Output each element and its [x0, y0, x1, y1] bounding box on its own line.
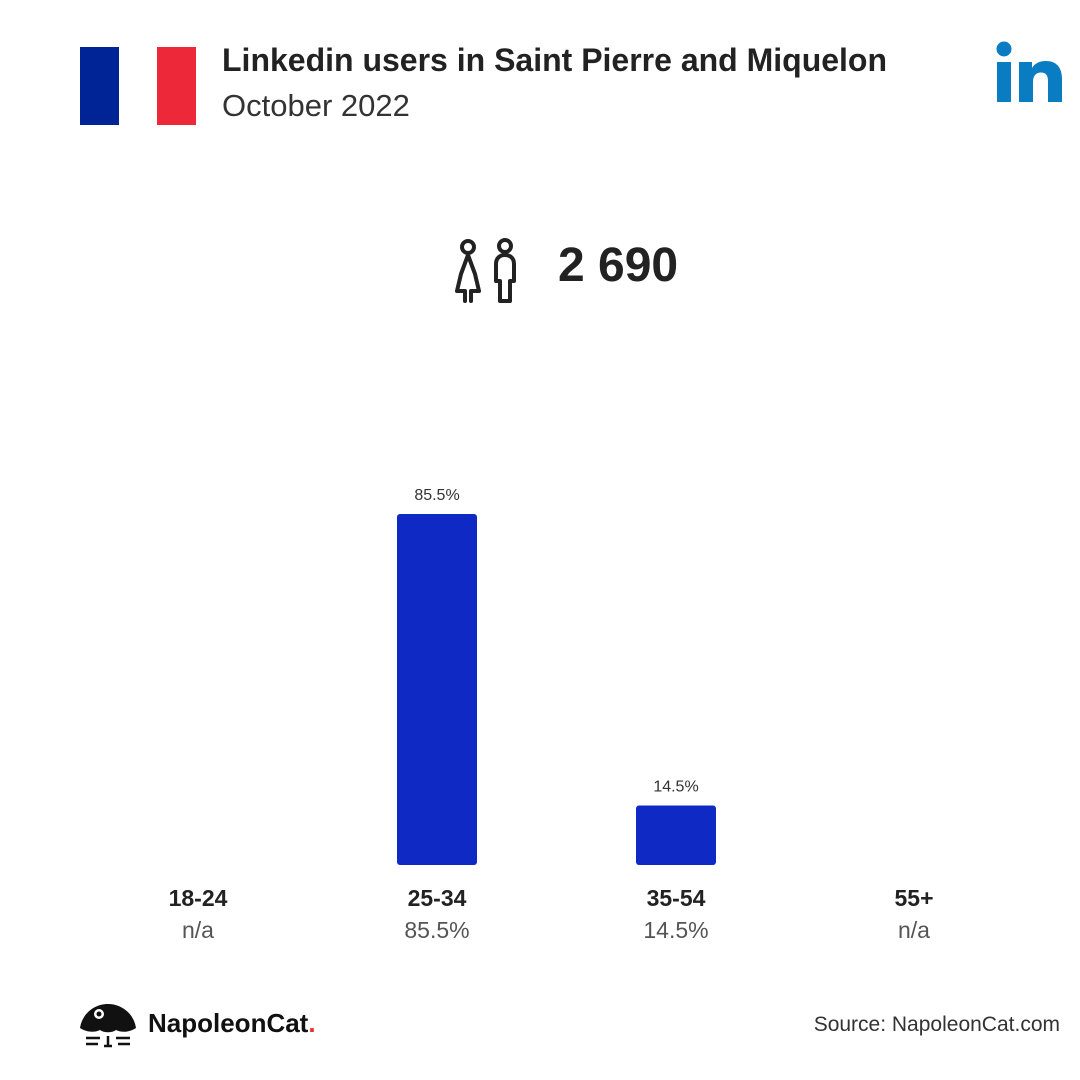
- flag-stripe-white: [118, 47, 158, 125]
- category-value-18-24: n/a: [182, 917, 214, 943]
- brand-dot: .: [308, 1008, 316, 1038]
- page-subtitle: October 2022: [222, 88, 410, 123]
- category-label-35-54: 35-54: [647, 885, 706, 911]
- page-title: Linkedin users in Saint Pierre and Mique…: [222, 42, 888, 78]
- napoleoncat-logo-icon: [80, 1004, 136, 1048]
- category-value-55+: n/a: [898, 917, 930, 943]
- linkedin-logo-icon: [996, 41, 1062, 102]
- category-label-25-34: 25-34: [408, 885, 467, 911]
- people-icon: [455, 238, 516, 303]
- total-users: 2 690: [558, 239, 679, 292]
- source-credit: Source: NapoleonCat.com: [813, 1013, 1060, 1036]
- bar-value-label-25-34: 85.5%: [414, 487, 459, 504]
- flag-stripe-blue: [80, 47, 119, 125]
- bar-35-54: [636, 805, 716, 865]
- bar-value-label-35-54: 14.5%: [653, 778, 698, 795]
- bar-25-34: [397, 514, 477, 865]
- category-value-25-34: 85.5%: [404, 917, 469, 943]
- brand-name: NapoleonCat.: [148, 1008, 316, 1039]
- category-label-55+: 55+: [894, 885, 933, 911]
- flag-stripe-red: [157, 47, 197, 125]
- brand-name-text: NapoleonCat: [148, 1008, 309, 1038]
- category-label-18-24: 18-24: [169, 885, 228, 911]
- country-flag: [80, 47, 197, 125]
- category-value-35-54: 14.5%: [643, 917, 708, 943]
